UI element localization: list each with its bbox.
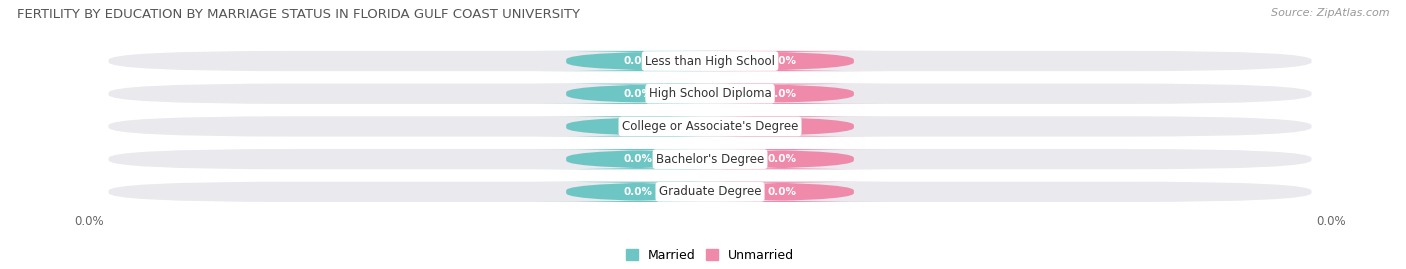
Text: Less than High School: Less than High School [645,55,775,68]
Text: 0.0%: 0.0% [624,154,652,164]
FancyBboxPatch shape [678,116,887,137]
Text: Bachelor's Degree: Bachelor's Degree [657,153,763,166]
FancyBboxPatch shape [108,182,1312,202]
Text: 0.0%: 0.0% [624,56,652,66]
Text: 0.0%: 0.0% [768,56,796,66]
Text: 0.0%: 0.0% [768,154,796,164]
FancyBboxPatch shape [533,116,742,137]
FancyBboxPatch shape [678,84,887,104]
Text: Source: ZipAtlas.com: Source: ZipAtlas.com [1271,8,1389,18]
FancyBboxPatch shape [108,149,1312,169]
FancyBboxPatch shape [533,149,742,169]
Text: 0.0%: 0.0% [624,89,652,99]
Text: 0.0%: 0.0% [624,187,652,197]
FancyBboxPatch shape [108,84,1312,104]
FancyBboxPatch shape [678,149,887,169]
Text: Graduate Degree: Graduate Degree [659,185,761,198]
Text: College or Associate's Degree: College or Associate's Degree [621,120,799,133]
Text: 0.0%: 0.0% [768,187,796,197]
Text: 0.0%: 0.0% [624,121,652,132]
FancyBboxPatch shape [108,51,1312,71]
FancyBboxPatch shape [678,182,887,202]
FancyBboxPatch shape [533,182,742,202]
FancyBboxPatch shape [678,51,887,71]
FancyBboxPatch shape [108,116,1312,137]
Text: 0.0%: 0.0% [768,121,796,132]
FancyBboxPatch shape [533,51,742,71]
Text: High School Diploma: High School Diploma [648,87,772,100]
FancyBboxPatch shape [533,84,742,104]
Text: 0.0%: 0.0% [768,89,796,99]
Legend: Married, Unmarried: Married, Unmarried [620,244,800,267]
Text: FERTILITY BY EDUCATION BY MARRIAGE STATUS IN FLORIDA GULF COAST UNIVERSITY: FERTILITY BY EDUCATION BY MARRIAGE STATU… [17,8,579,21]
